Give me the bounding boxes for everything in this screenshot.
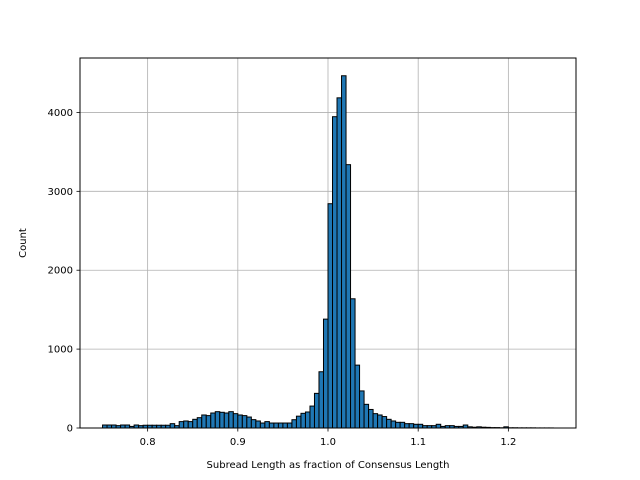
histogram-bar bbox=[210, 412, 216, 429]
histogram-bar bbox=[372, 413, 379, 429]
x-tick-label: 1.1 bbox=[410, 437, 426, 448]
histogram-bar bbox=[386, 418, 392, 429]
histogram-bar bbox=[241, 415, 248, 429]
y-tick-label: 1000 bbox=[48, 345, 73, 356]
x-tick-label: 1.2 bbox=[500, 437, 516, 448]
x-axis-ticks: 0.8 0.9 1.0 1.1 1.2 bbox=[140, 428, 516, 448]
histogram-bar bbox=[408, 423, 415, 429]
histogram-bar bbox=[192, 418, 198, 429]
x-axis-label: Subread Length as fraction of Consensus … bbox=[207, 460, 450, 471]
histogram-bar bbox=[435, 423, 442, 429]
histogram-bar bbox=[318, 371, 324, 429]
histogram-bar bbox=[399, 421, 406, 429]
histogram-bar bbox=[345, 164, 352, 429]
histogram-bar bbox=[237, 414, 243, 429]
histogram-bar bbox=[201, 414, 207, 429]
histogram-bar bbox=[336, 97, 343, 429]
y-axis-label: Count bbox=[18, 228, 29, 258]
histogram-bar bbox=[313, 392, 320, 429]
histogram-bar bbox=[381, 416, 388, 429]
histogram-bar bbox=[277, 422, 284, 429]
histogram-bar bbox=[250, 419, 257, 429]
histogram-bar bbox=[178, 421, 185, 429]
histogram-bar bbox=[350, 298, 356, 429]
x-tick-label: 1.0 bbox=[320, 437, 336, 448]
y-tick-label: 2000 bbox=[48, 266, 73, 277]
histogram-bar bbox=[169, 423, 176, 429]
histogram-bar bbox=[268, 422, 275, 429]
histogram-bar bbox=[395, 421, 401, 429]
histogram-bar bbox=[255, 420, 261, 429]
histogram-bar bbox=[390, 420, 397, 429]
x-tick-label: 0.8 bbox=[140, 437, 156, 448]
histogram-bar bbox=[286, 422, 293, 429]
histogram-bar bbox=[223, 412, 230, 429]
histogram-bar bbox=[187, 421, 194, 429]
x-tick-label: 0.9 bbox=[230, 437, 246, 448]
histogram-bar bbox=[295, 415, 302, 429]
histogram-bar bbox=[214, 411, 221, 429]
histogram-bar bbox=[291, 419, 297, 429]
histogram-bar bbox=[368, 408, 374, 429]
histogram-bar bbox=[232, 413, 239, 429]
histogram-bar bbox=[341, 75, 347, 429]
histogram-bar bbox=[228, 411, 234, 429]
y-tick-label: 0 bbox=[67, 424, 73, 435]
histogram-bar bbox=[304, 411, 311, 429]
histogram-bar bbox=[205, 415, 212, 429]
histogram-bar bbox=[332, 116, 338, 429]
histogram-bar bbox=[246, 416, 252, 429]
histogram-bar bbox=[300, 412, 306, 429]
histogram-bar bbox=[259, 422, 266, 429]
histogram-bar bbox=[363, 403, 370, 429]
histogram-bar bbox=[219, 411, 225, 429]
histogram-bar bbox=[196, 417, 203, 429]
histogram-bar bbox=[282, 422, 288, 429]
histogram-bar bbox=[322, 318, 329, 429]
y-tick-label: 4000 bbox=[48, 108, 73, 119]
histogram-bar bbox=[309, 405, 315, 429]
histogram-bar bbox=[183, 420, 189, 429]
y-axis-ticks: 0 1000 2000 3000 4000 bbox=[48, 108, 80, 435]
y-tick-label: 3000 bbox=[48, 187, 73, 198]
histogram-bar bbox=[327, 203, 334, 429]
histogram-bar bbox=[417, 423, 424, 429]
histogram-bar bbox=[377, 414, 383, 429]
histogram-bar bbox=[359, 390, 365, 429]
histogram-bar bbox=[413, 423, 419, 429]
histogram-bar bbox=[273, 422, 279, 429]
histogram-bar bbox=[404, 423, 410, 429]
histogram-bar bbox=[354, 364, 361, 429]
histogram-bar bbox=[264, 421, 270, 429]
